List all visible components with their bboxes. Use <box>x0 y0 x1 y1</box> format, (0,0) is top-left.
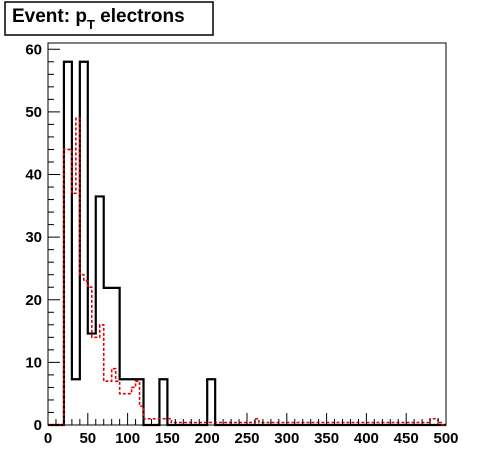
x-tick-label: 250 <box>234 430 259 447</box>
histogram-bin <box>155 419 159 425</box>
series-solid <box>48 60 446 427</box>
histogram-outline-solid <box>48 60 446 427</box>
histogram-bin <box>151 419 155 425</box>
histogram-bin <box>207 379 215 425</box>
axes: 0 50 100 150 200 250 300 350 400 450 500 0 10 20 30 40 5… <box>25 41 458 447</box>
histogram-bin <box>72 193 76 425</box>
histogram-bin <box>163 419 167 425</box>
x-tick-label: 150 <box>155 430 180 447</box>
histogram-outline-dashed <box>48 117 446 426</box>
histogram-bin <box>96 337 100 425</box>
x-tick-label: 0 <box>44 430 52 447</box>
histogram-bin <box>124 394 128 425</box>
x-tick-label: 100 <box>115 430 140 447</box>
x-tick-label: 50 <box>79 430 96 447</box>
x-tick-label: 300 <box>274 430 299 447</box>
histogram-bin <box>148 419 152 425</box>
histogram-bin <box>132 387 136 425</box>
y-tick-label: 50 <box>25 104 42 121</box>
series-dashed <box>48 117 446 426</box>
histogram-bin <box>120 394 124 425</box>
title-prefix: Event: p <box>12 6 87 27</box>
y-tick-label: 20 <box>25 292 42 309</box>
x-tick-label: 450 <box>394 430 419 447</box>
y-tick-label: 10 <box>25 354 42 371</box>
x-tick-label: 400 <box>354 430 379 447</box>
y-tick-label: 30 <box>25 229 42 246</box>
x-tick-label: 500 <box>433 430 458 447</box>
histogram-bin <box>108 381 112 425</box>
histogram-bin <box>88 287 92 425</box>
histogram-bin <box>92 337 96 425</box>
histogram-bin <box>159 419 163 425</box>
title-text: Event: pT electrons <box>12 6 185 32</box>
y-tick-label: 40 <box>25 167 42 184</box>
x-tick-label: 350 <box>314 430 339 447</box>
histogram-bin <box>84 281 88 425</box>
title-frame <box>4 1 214 36</box>
histogram-bin <box>144 419 148 425</box>
title-box: Event: pT electrons <box>4 1 214 36</box>
title-suffix: electrons <box>95 6 185 27</box>
title-subscript: T <box>87 17 95 32</box>
y-tick-label: 60 <box>25 41 42 58</box>
y-tick-label: 0 <box>34 417 42 434</box>
histogram-bin <box>128 394 132 425</box>
x-tick-label: 200 <box>195 430 220 447</box>
histogram-bin <box>80 275 84 425</box>
histogram-bin <box>104 381 108 425</box>
series-layer <box>48 60 446 427</box>
